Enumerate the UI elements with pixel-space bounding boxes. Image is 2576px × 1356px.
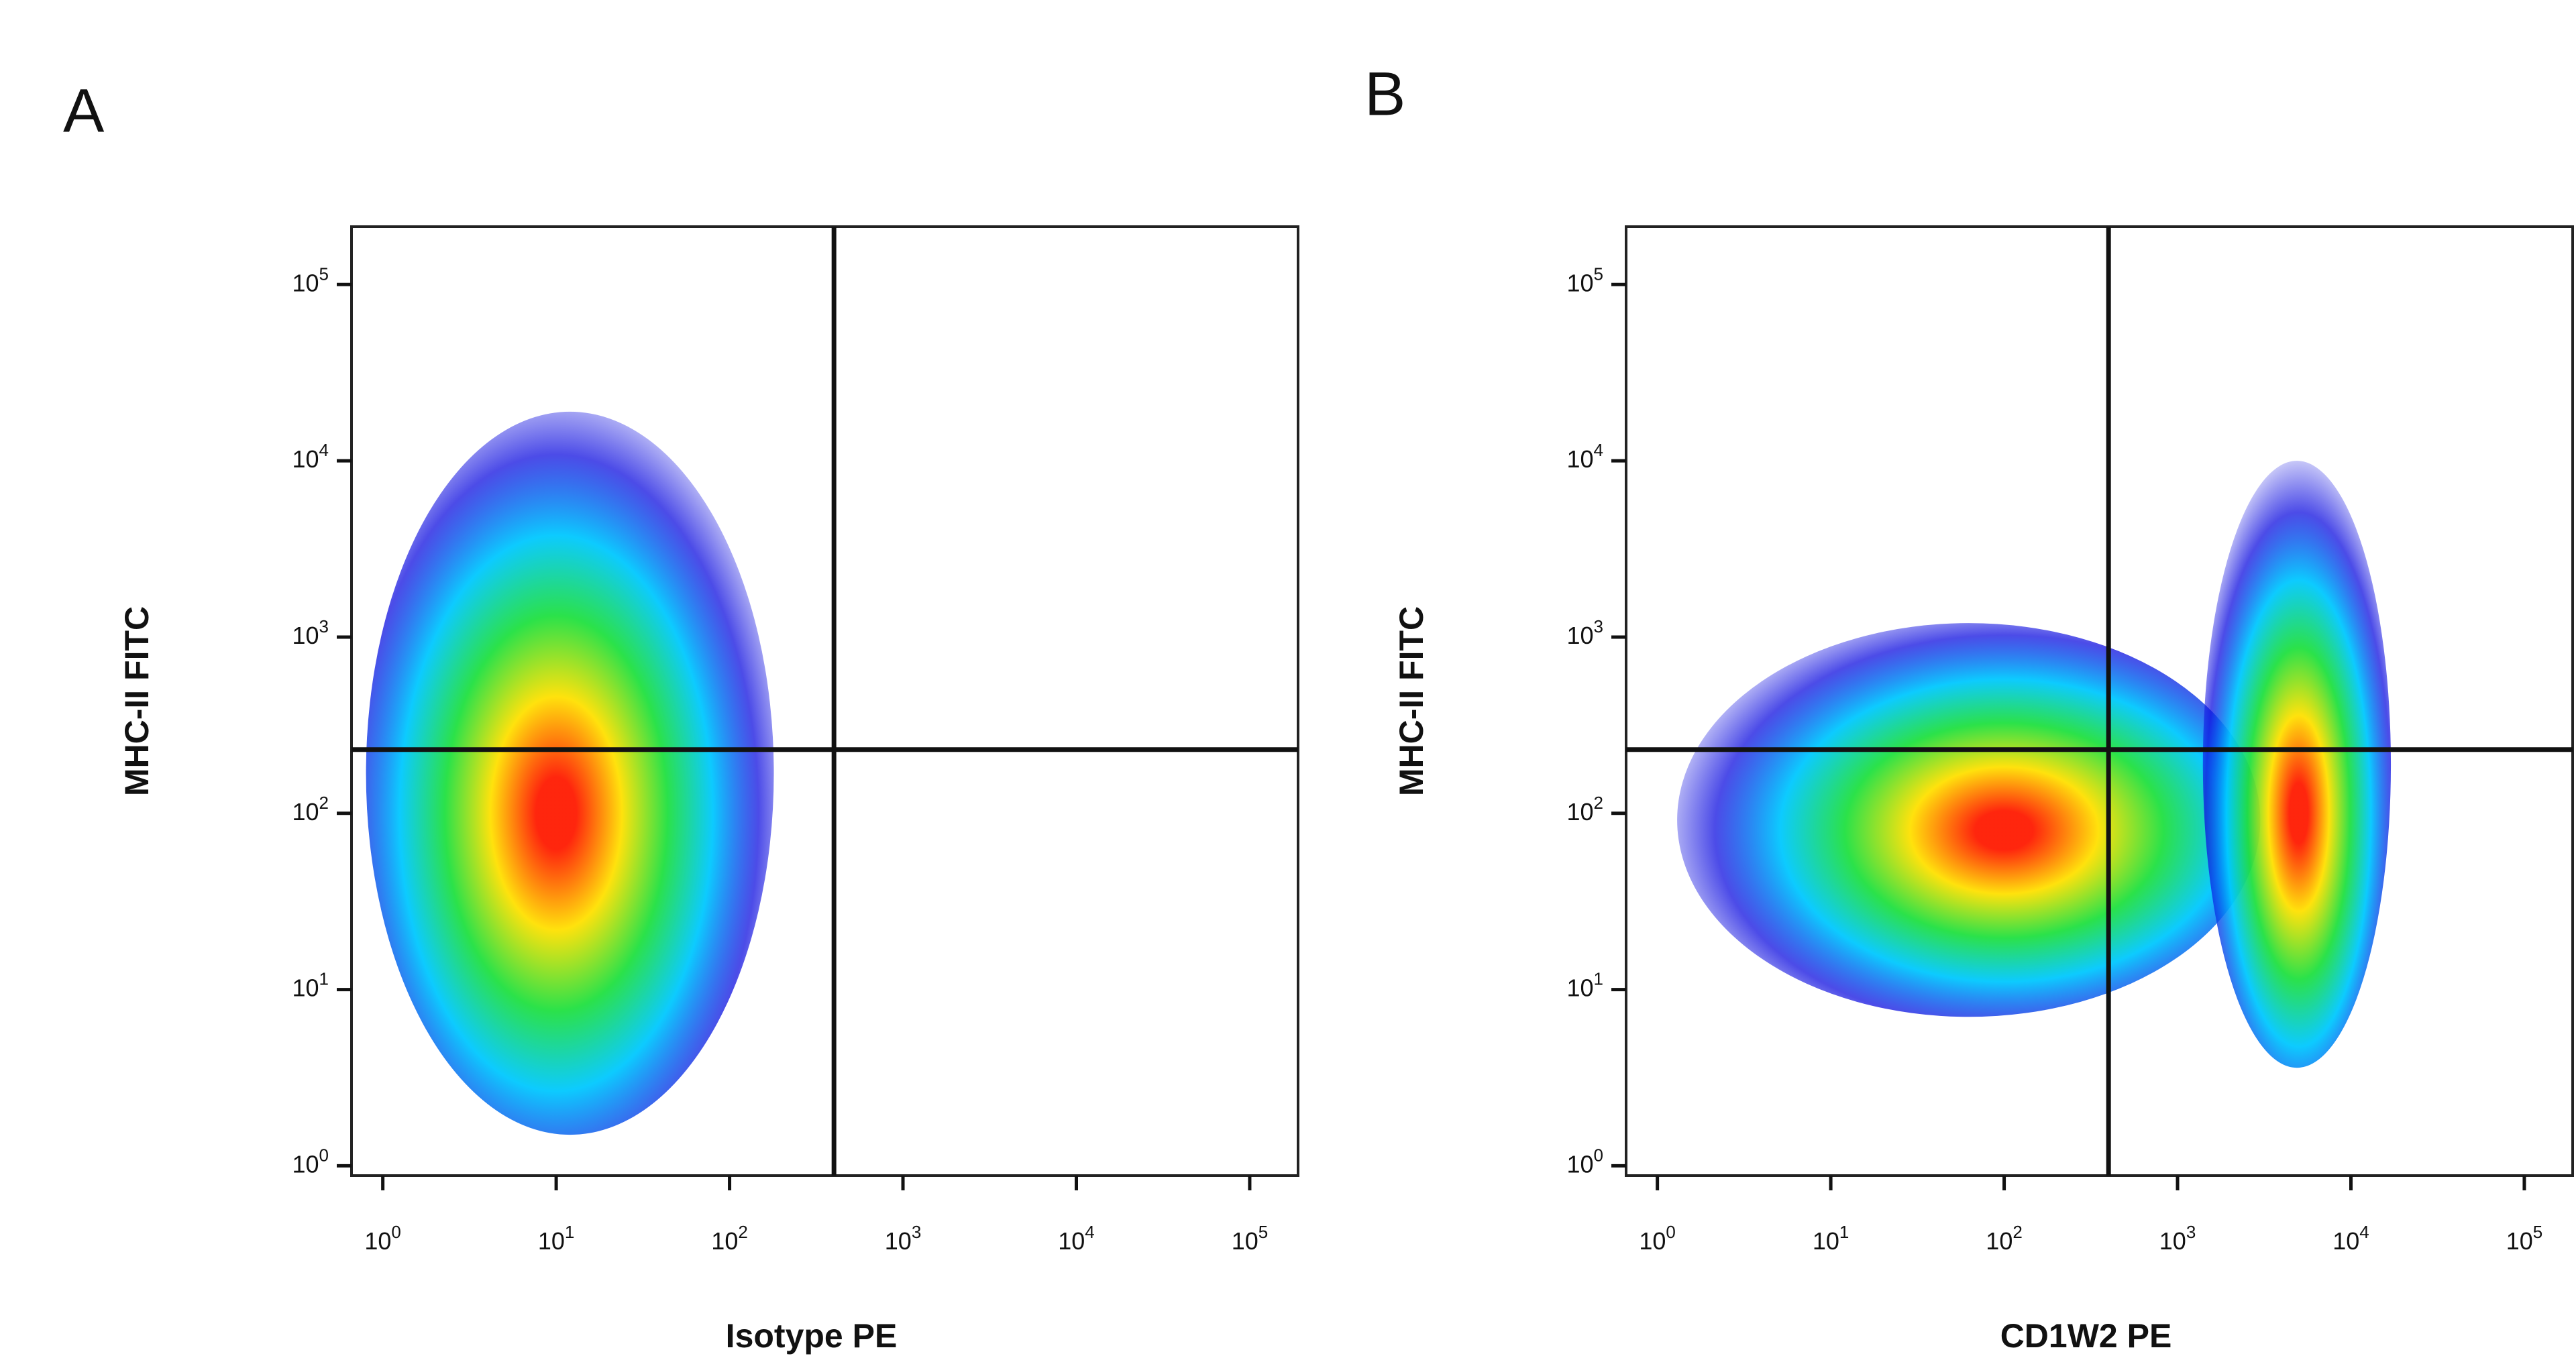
x-tick-label: 104 [1058, 1222, 1095, 1255]
x-tick-label: 100 [1639, 1222, 1676, 1255]
y-tick-label: 103 [292, 616, 329, 649]
y-tick-label: 102 [1566, 793, 1603, 826]
y-tick-label: 104 [1566, 440, 1603, 473]
x-tick-label: 102 [1986, 1222, 2023, 1255]
x-tick-label: 102 [711, 1222, 748, 1255]
plot-frame [350, 225, 1299, 1177]
plot-frame [1625, 225, 2574, 1177]
y-tick-label: 105 [1566, 264, 1603, 296]
y-tick-label: 102 [292, 793, 329, 826]
y-tick-label: 103 [1566, 616, 1603, 649]
panel-label: B [1364, 60, 1405, 128]
y-tick-label: 101 [292, 968, 329, 1001]
population-density [1677, 623, 2261, 1017]
population-density [2202, 461, 2392, 1068]
y-tick-label: 105 [292, 264, 329, 296]
x-tick-label: 105 [2506, 1222, 2543, 1255]
x-tick-label: 105 [1232, 1222, 1269, 1255]
x-tick-label: 101 [1813, 1222, 1849, 1255]
x-tick-label: 103 [2159, 1222, 2196, 1255]
y-tick-label: 100 [292, 1145, 329, 1178]
x-axis-title: CD1W2 PE [2000, 1317, 2172, 1355]
x-tick-label: 100 [364, 1222, 401, 1255]
x-tick-label: 101 [538, 1222, 575, 1255]
y-tick-label: 100 [1566, 1145, 1603, 1178]
x-axis-title: Isotype PE [726, 1317, 898, 1355]
x-tick-label: 104 [2332, 1222, 2369, 1255]
y-tick-label: 104 [292, 440, 329, 473]
population-density [366, 411, 774, 1135]
y-tick-label: 101 [1566, 968, 1603, 1001]
x-tick-label: 103 [885, 1222, 922, 1255]
y-axis-title: MHC-II FITC [118, 606, 156, 796]
y-axis-title: MHC-II FITC [1393, 606, 1430, 796]
panel-label: A [63, 76, 105, 145]
